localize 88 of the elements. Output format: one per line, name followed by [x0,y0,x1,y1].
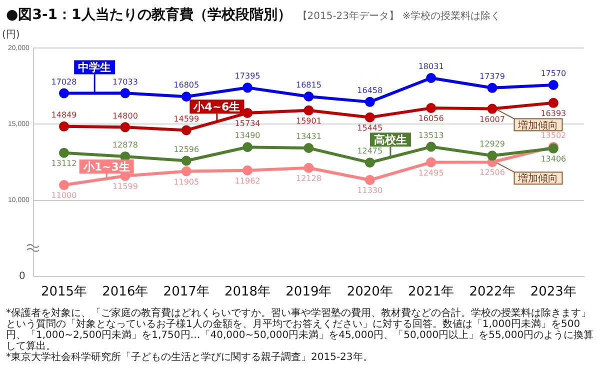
data-label: 12475 [357,146,383,156]
text: *東京大学社会科学研究所「子どもの生活と学びに関する親子調査」2015-23年。 [6,352,374,363]
point [304,105,314,116]
point [181,166,192,176]
x-tick-label: 2022年 [469,284,516,300]
data-label: 13112 [51,158,77,168]
point [59,88,69,98]
point [59,148,69,158]
data-label: 14800 [112,111,138,120]
series-label: 高校生 [374,134,407,147]
point [548,98,558,108]
data-label: 13490 [234,131,260,140]
point [364,175,375,186]
data-label: 11905 [174,177,200,186]
series-label: 中学生 [78,61,112,74]
point [487,82,498,93]
annotation: 増加傾向 [517,119,558,132]
data-label: 12128 [296,174,322,183]
chart-subtitle: 【2015-23年データ】 ※学校の授業料は除く [297,11,501,22]
data-label: 16007 [480,114,505,124]
text: *保護者を対象に、「ご家庭の教育費はどれくらいですか。習い事や学習塾の費用、教材費などの合計。学校の授業料は除きます」という質問の「対象となっているお子様1人の金額を、月平均でお答えください」に対する回答。数値は「1,000円未満」を500円、「1,000~2,500円未満」を1,750円…「40,000~50,000円未満」を45,000円、「50,000円以上」を55,000円のように換算して算出。 [6,308,594,352]
x-tick-label: 2019年 [286,284,332,300]
point [59,121,69,132]
x-tick-label: 2023年 [530,284,576,300]
x-tick-label: 2021年 [408,284,454,300]
data-label: 12596 [174,144,200,154]
data-label: 16393 [540,109,566,118]
y-axis-title: (円) [2,30,20,41]
point [426,142,436,152]
x-tick-label: 2017年 [163,284,210,300]
point [242,142,253,152]
series-label: 小4~6生 [192,100,240,114]
text: 0 [19,270,26,282]
point [304,143,314,154]
point [181,125,192,136]
point [181,92,192,102]
data-label: 14599 [174,114,200,124]
data-label: 11599 [112,182,138,191]
data-label: 12495 [418,168,444,178]
point [364,112,375,122]
data-label: 16056 [418,114,444,124]
x-tick-label: 2015年 [40,284,88,300]
data-label: 16805 [174,80,200,90]
data-label: 12878 [112,140,138,150]
x-tick-label: 2020年 [346,284,393,300]
point [487,104,498,114]
data-label: 13431 [296,132,322,142]
data-label: 11962 [234,176,260,186]
data-label: 17028 [51,77,77,86]
data-label: 12929 [480,140,505,149]
data-label: 11330 [357,186,383,196]
data-label: 15901 [296,116,322,126]
data-label: 15734 [234,119,260,128]
data-label: 17379 [480,72,505,81]
point [548,80,558,90]
annotation: 増加傾向 [517,172,558,185]
point [242,108,253,118]
point [364,96,375,107]
data-label: 18031 [418,62,444,72]
point [426,72,436,83]
point [120,88,130,98]
point [426,157,436,168]
point [59,180,69,190]
data-label: 12506 [480,168,505,178]
point [364,158,375,168]
point [304,91,314,102]
point [181,156,192,166]
point [304,162,314,173]
x-tick-label: 2018年 [224,284,271,300]
point [242,165,253,176]
data-label: 15445 [357,123,383,132]
point [120,122,130,132]
data-label: 13406 [540,154,566,164]
data-label: 17570 [540,69,566,78]
point [426,103,436,114]
data-label: 17033 [112,77,138,86]
x-tick-label: 2016年 [102,284,148,300]
data-label: 11000 [51,191,77,200]
data-label: 13513 [418,130,444,140]
chart-title: ●図3-1：1人当たりの教育費（学校段階別） [6,7,292,23]
point [487,150,498,161]
data-label: 17395 [234,72,260,81]
data-label: 14849 [51,110,77,120]
data-label: 16458 [357,86,383,96]
data-label: 16815 [296,80,322,90]
point [242,82,253,93]
data-label: 13502 [540,131,566,140]
series-label: 小1~3生 [82,160,130,174]
